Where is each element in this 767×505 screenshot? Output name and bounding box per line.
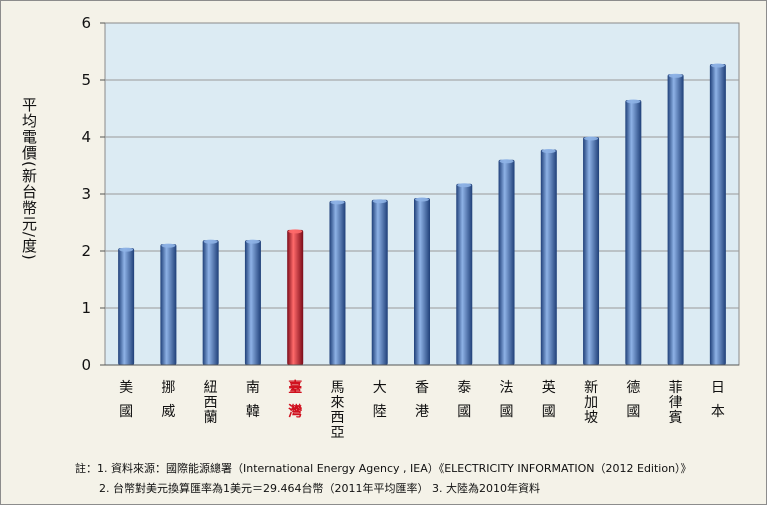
category-label: 新 (584, 380, 598, 396)
category-label: 香 (415, 380, 429, 396)
footnotes: 註：1. 資料來源：國際能源總署（International Energy Ag… (75, 459, 692, 499)
category-label: 港 (415, 404, 429, 420)
bar-cap (245, 239, 260, 244)
category-label: 泰 (457, 380, 471, 396)
category-label: 韓 (246, 404, 260, 420)
category-label: 來 (330, 395, 344, 411)
bar (625, 99, 642, 365)
bar-cap (415, 197, 429, 202)
y-tick-label: 1 (81, 299, 91, 317)
category-label: 紐 (204, 380, 218, 396)
category-label: 灣 (288, 403, 302, 420)
category-label: 國 (457, 404, 471, 420)
bar (667, 74, 684, 366)
bar-cap (372, 199, 387, 204)
category-label: 法 (500, 380, 514, 396)
category-label: 國 (542, 404, 556, 420)
y-axis-label: 平均電價(新台幣元/度) (20, 97, 38, 261)
bar (456, 183, 473, 365)
bar (583, 137, 600, 365)
category-label: 陸 (373, 404, 387, 420)
bar (498, 159, 515, 365)
y-tick-label: 3 (81, 185, 91, 203)
bar-cap (710, 63, 725, 68)
bar (202, 240, 219, 365)
bar (329, 200, 346, 365)
highlighted-bar (287, 229, 304, 365)
bar (371, 199, 388, 365)
category-label: 西 (330, 410, 344, 426)
y-tick-label: 6 (81, 14, 91, 32)
bar-cap (119, 247, 134, 252)
bar-cap (203, 239, 218, 244)
category-label: 德 (626, 380, 640, 396)
category-label: 律 (669, 395, 683, 411)
bar-cap (626, 99, 641, 104)
category-label: 日 (711, 380, 725, 396)
category-label: 本 (711, 404, 725, 420)
bar-cap (457, 183, 472, 188)
y-axis-ticks: 0 1 2 3 4 5 6 (81, 14, 105, 374)
category-label: 國 (119, 404, 133, 420)
bar-cap (288, 229, 303, 234)
category-label: 南 (246, 380, 260, 396)
category-label: 英 (542, 379, 556, 396)
bar (540, 149, 557, 365)
category-label: 大 (373, 380, 387, 396)
bar-cap (584, 136, 599, 141)
bar-cap (541, 149, 556, 154)
category-label: 馬 (330, 380, 344, 396)
bar-cap (330, 200, 345, 205)
bar (244, 240, 261, 365)
category-label: 菲 (669, 380, 683, 396)
bar-cap (161, 243, 176, 248)
category-label: 臺 (288, 379, 302, 396)
category-label: 國 (626, 404, 640, 420)
category-label: 美 (119, 380, 133, 396)
bar (160, 244, 177, 365)
category-label: 國 (500, 404, 514, 420)
footnote-line-1: 註：1. 資料來源：國際能源總署（International Energy Ag… (75, 462, 692, 475)
category-label: 坡 (584, 410, 598, 426)
bar (414, 197, 430, 365)
category-label: 挪 (161, 380, 175, 396)
bars (105, 63, 739, 366)
category-label: 賓 (669, 409, 683, 426)
y-tick-label: 4 (81, 128, 91, 146)
footnote-line-2: 2. 台幣對美元換算匯率為1美元＝29.464台幣（2011年平均匯率） 3. … (99, 482, 540, 495)
category-label: 蘭 (204, 410, 218, 426)
category-label: 西 (204, 395, 218, 411)
y-tick-label: 0 (81, 356, 91, 374)
category-label: 威 (161, 404, 175, 420)
bar-cap (668, 73, 683, 78)
bar (709, 64, 726, 365)
category-label: 亞 (330, 425, 344, 441)
y-tick-label: 5 (81, 71, 91, 89)
y-tick-label: 2 (81, 242, 91, 260)
bar (118, 248, 135, 365)
category-label: 加 (584, 395, 598, 411)
bar-cap (499, 159, 514, 164)
